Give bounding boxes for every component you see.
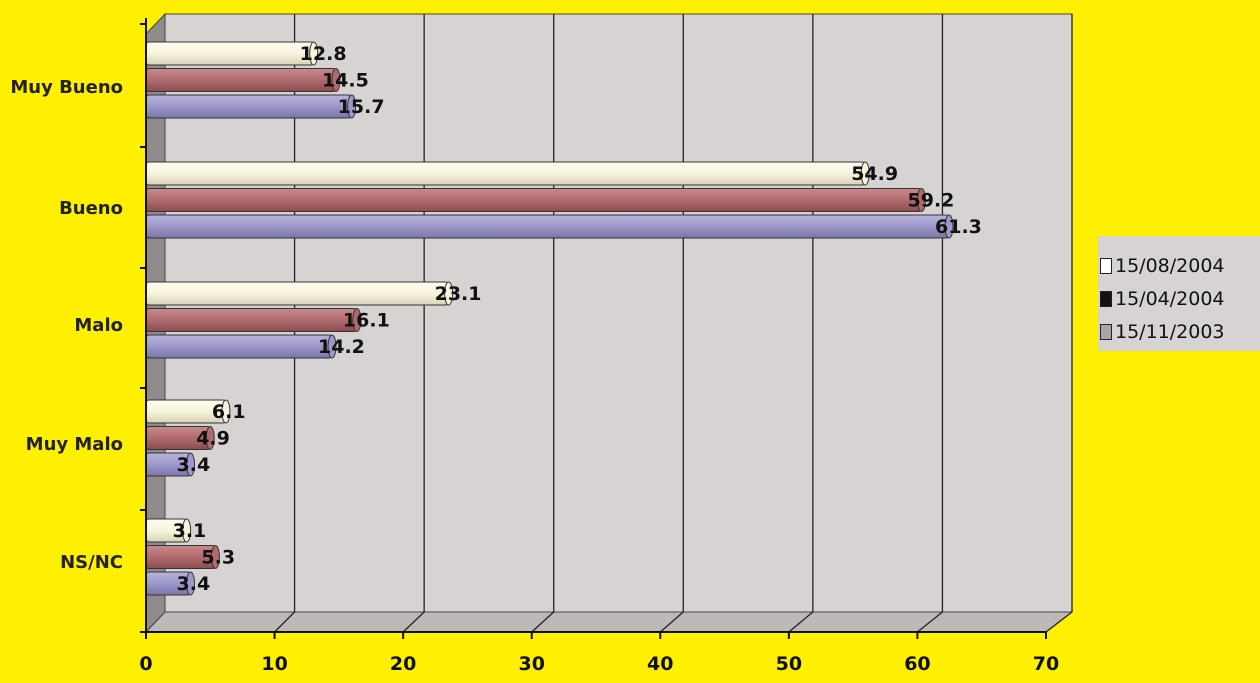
bar-end-cap: [210, 545, 220, 569]
bar-end-cap: [352, 308, 362, 332]
bar-body: [145, 334, 333, 359]
bar-end-cap: [444, 281, 454, 306]
legend-item: 15/11/2003: [1100, 317, 1225, 347]
legend-swatch: [1100, 291, 1112, 307]
bar: [145, 94, 357, 119]
data-label: 23.1: [435, 283, 482, 305]
data-label: 16.1: [343, 310, 390, 332]
category-label: Bueno: [59, 198, 123, 219]
bar-end-cap: [186, 452, 196, 477]
x-tick-label: 40: [647, 653, 673, 675]
legend-label: 15/11/2003: [1115, 321, 1225, 343]
bar-end-cap: [327, 334, 337, 359]
gridline-floor: [402, 611, 425, 633]
bar-end-cap: [860, 161, 870, 186]
legend-swatch: [1100, 258, 1112, 274]
category-label: Muy Bueno: [10, 77, 123, 98]
bar: [145, 214, 954, 239]
bar-end-cap: [221, 399, 231, 424]
bar-end-cap: [944, 214, 954, 239]
bar-body: [145, 308, 358, 332]
bar: [145, 188, 927, 212]
bar: [145, 571, 196, 596]
data-label: 54.9: [851, 163, 898, 185]
data-label: 3.4: [177, 454, 211, 476]
legend-swatch: [1100, 324, 1112, 340]
bar: [145, 308, 362, 332]
x-tick-label: 60: [904, 653, 930, 675]
data-label: 4.9: [196, 428, 230, 450]
category-label: Muy Malo: [26, 434, 123, 455]
bar-end-cap: [309, 41, 319, 66]
bar: [145, 452, 196, 477]
x-tick-label: 10: [261, 653, 287, 675]
bar: [145, 68, 341, 92]
gridline-floor: [917, 611, 943, 633]
gridline-floor: [1045, 611, 1073, 633]
bar-end-cap: [917, 188, 927, 212]
data-label: 61.3: [935, 216, 982, 238]
bar-body: [145, 41, 315, 66]
bar: [145, 334, 337, 359]
bar: [145, 399, 231, 424]
data-label: 3.1: [173, 520, 207, 542]
data-label: 3.4: [177, 573, 211, 595]
bar-end-cap: [331, 68, 341, 92]
bar: [145, 161, 870, 186]
bar-body: [145, 94, 353, 119]
legend: 15/08/2004 15/04/2004 15/11/2003: [1098, 236, 1260, 351]
bar-body: [145, 161, 866, 186]
legend-label: 15/04/2004: [1115, 288, 1225, 310]
bar: [145, 281, 454, 306]
bar-end-cap: [347, 94, 357, 119]
bar-end-cap: [186, 571, 196, 596]
bar: [145, 41, 319, 66]
x-tick-label: 20: [390, 653, 416, 675]
data-label: 12.8: [300, 43, 347, 65]
x-tick-label: 50: [776, 653, 802, 675]
gridline-floor: [788, 611, 814, 633]
data-label: 15.7: [338, 96, 385, 118]
gridline-floor: [531, 611, 555, 633]
gridline-floor: [659, 611, 684, 633]
legend-label: 15/08/2004: [1115, 255, 1225, 277]
x-tick-label: 30: [518, 653, 544, 675]
data-label: 14.5: [322, 70, 369, 92]
category-label: NS/NC: [60, 552, 123, 573]
bar-end-cap: [205, 426, 215, 450]
data-label: 14.2: [318, 336, 365, 358]
x-tick-label: 70: [1033, 653, 1059, 675]
bar-body: [145, 188, 923, 212]
gridline-floor: [274, 611, 296, 633]
bar-body: [145, 281, 450, 306]
legend-item: 15/04/2004: [1100, 284, 1225, 314]
bar-body: [145, 68, 337, 92]
x-tick-label: 0: [139, 653, 152, 675]
category-label: Malo: [74, 315, 123, 336]
data-label: 59.2: [908, 190, 955, 212]
data-label: 6.1: [212, 401, 246, 423]
legend-item: 15/08/2004: [1100, 251, 1225, 281]
bar-end-cap: [182, 518, 192, 543]
bar-body: [145, 214, 950, 239]
data-label: 5.3: [201, 547, 235, 569]
